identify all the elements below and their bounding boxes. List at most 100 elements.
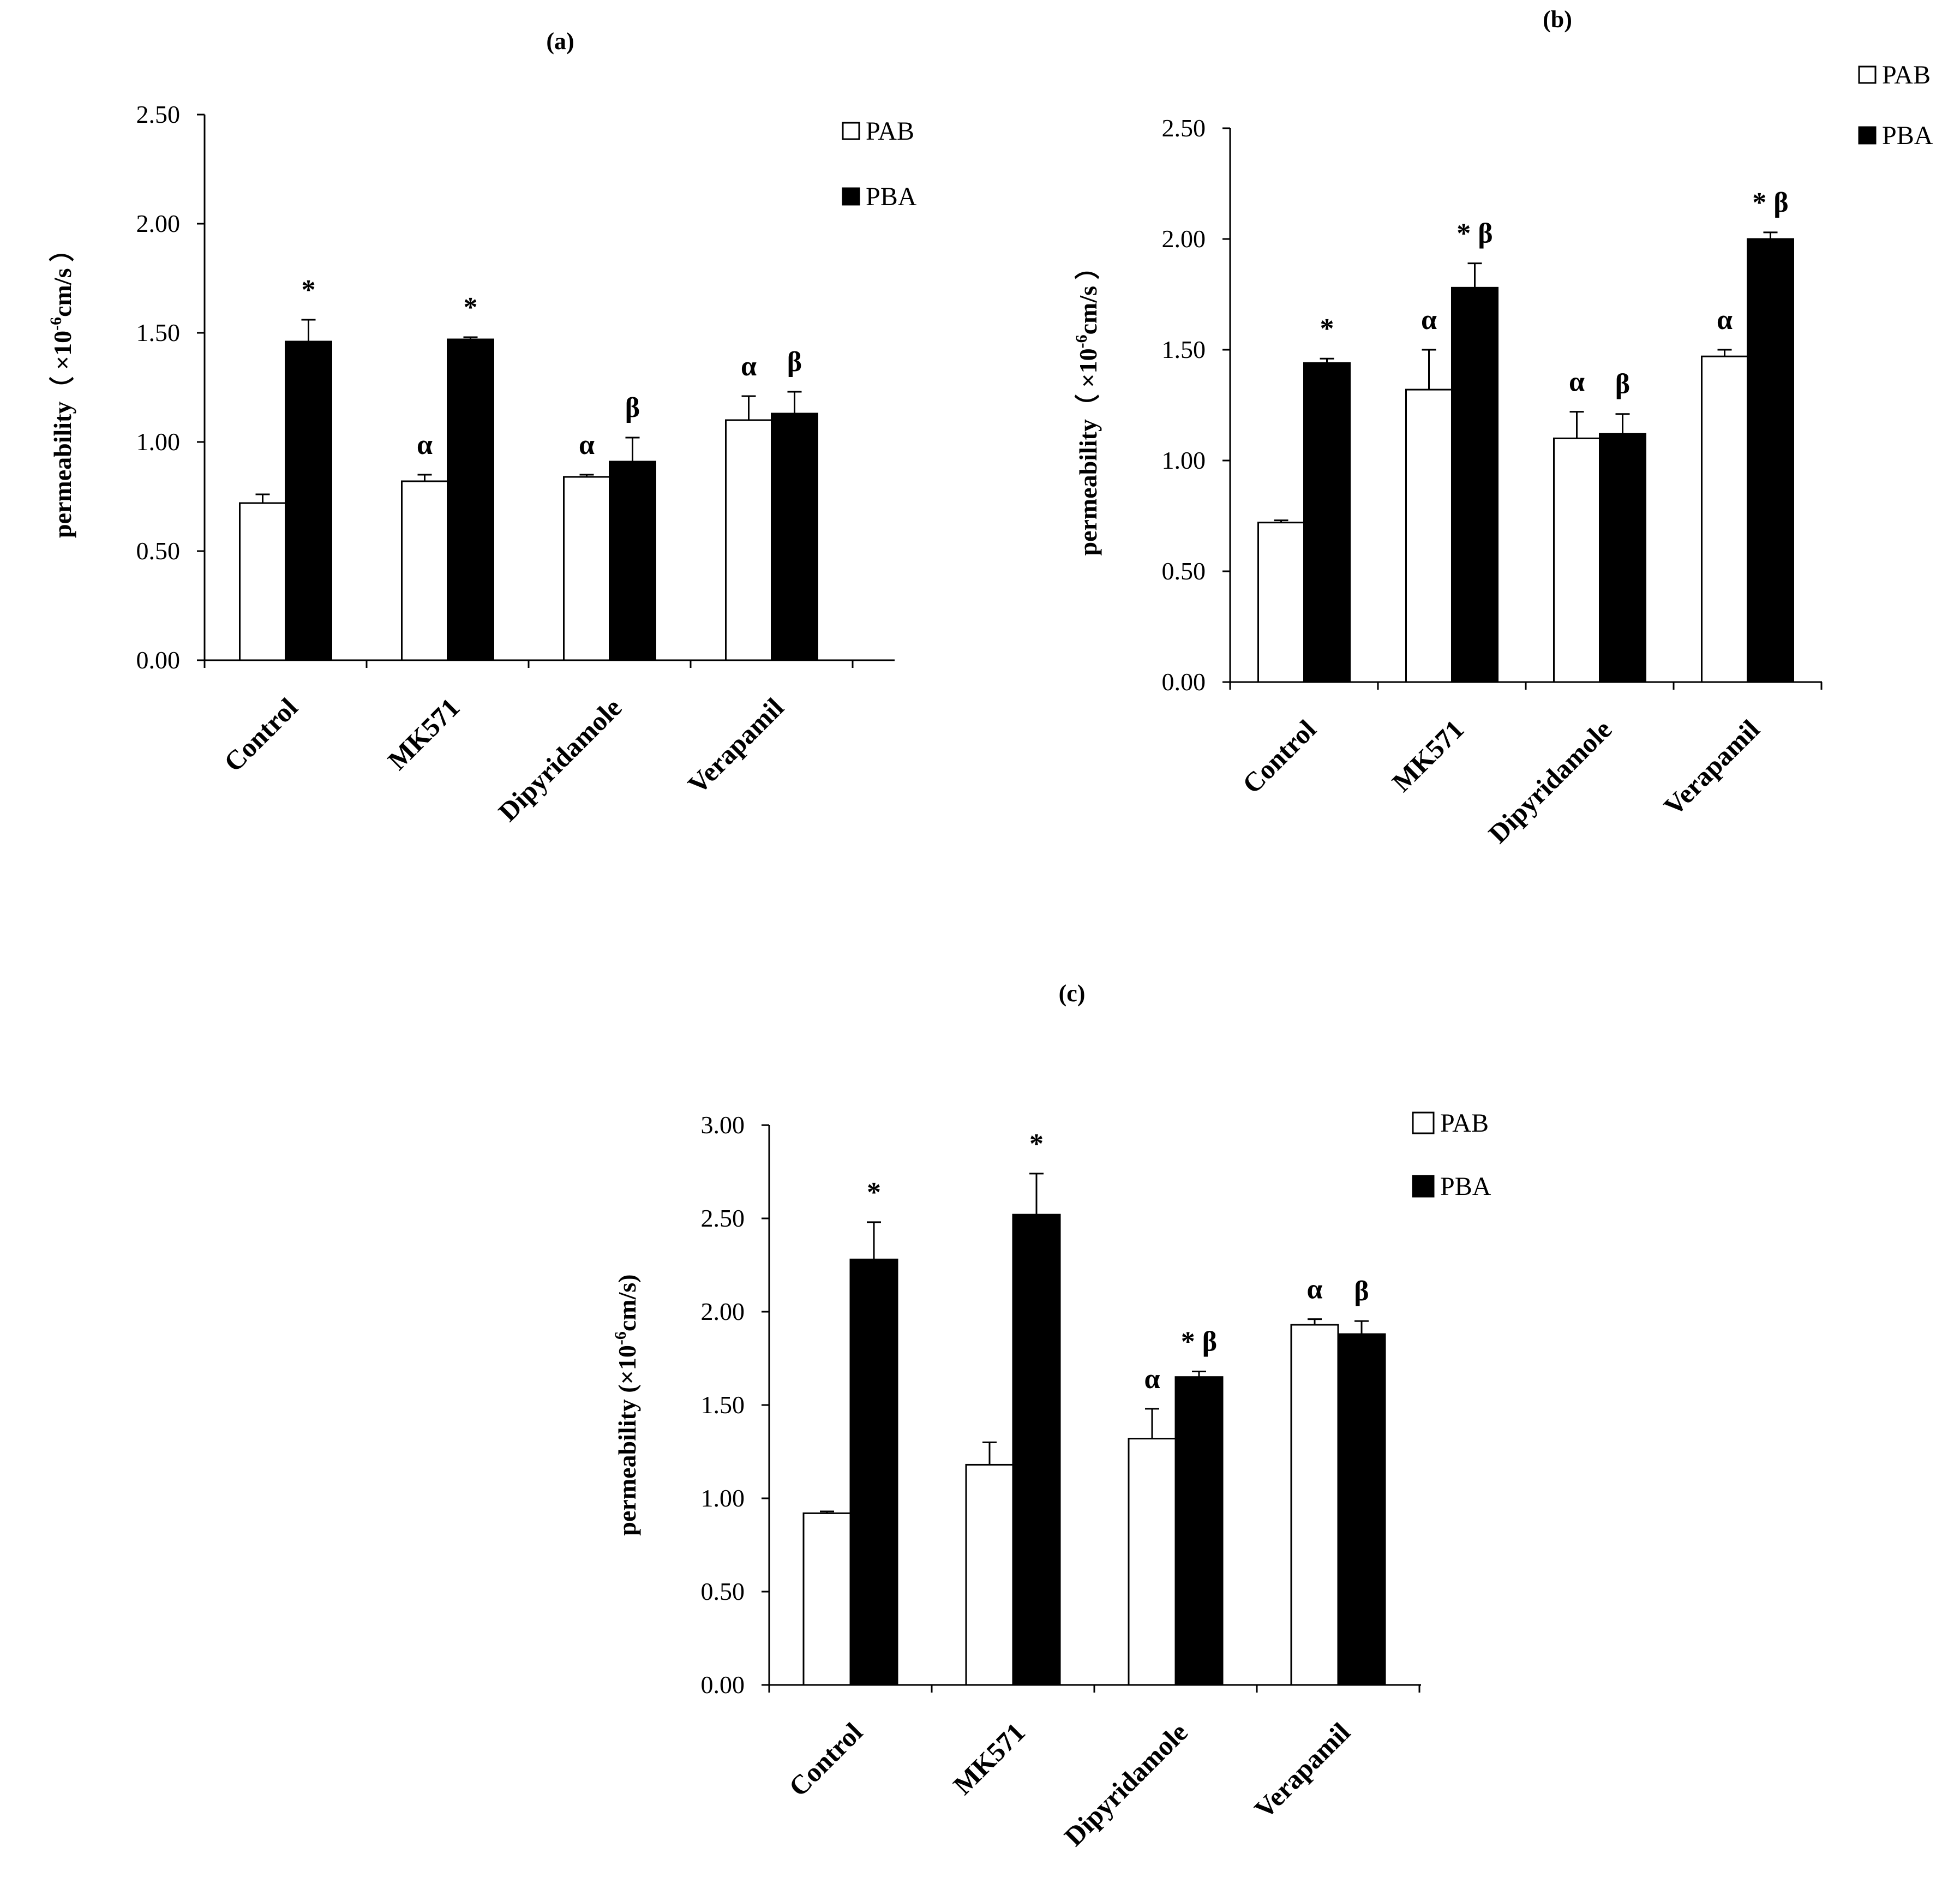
- panel-b-y-tick-label: 0.50: [1162, 557, 1206, 585]
- panel-b-bar-pab-mk571: [1405, 388, 1453, 683]
- panel-b-significance-mark: α: [1717, 304, 1733, 336]
- panel-b-y-tick-label: 2.50: [1162, 114, 1206, 142]
- panel-b-significance-mark: α: [1421, 304, 1437, 336]
- panel-b-category-label: MK571: [1386, 714, 1470, 798]
- panel-b-y-tick-label: 2.00: [1162, 225, 1206, 253]
- panel-c-bar-pba-control: [849, 1258, 898, 1686]
- panel-b-significance-mark: * β: [1752, 187, 1788, 218]
- panel-a-y-label-main: permeability（ ×10: [49, 331, 76, 538]
- panel-a: (a) 0.00 0.50 1.00 1.50 2.00 2.50 permeability（…: [47, 28, 917, 827]
- panel-a-y-tick-label: 2.00: [136, 210, 181, 237]
- panel-a-significance-mark: α: [579, 429, 595, 461]
- panel-c-bar-pab-control: [802, 1512, 852, 1686]
- panel-c-bar-pab-dipyridamole: [1128, 1438, 1177, 1686]
- panel-c-category-label: Control: [783, 1717, 868, 1802]
- panel-a-category-label: Verapamil: [682, 692, 789, 799]
- panel-a-significance-mark: *: [302, 274, 316, 306]
- panel-a-significance-mark: *: [464, 292, 478, 323]
- panel-b-bar-pba-mk571: [1451, 286, 1499, 683]
- panel-a-bar-pab-mk571: [401, 480, 448, 661]
- panel-a-significance-mark: β: [787, 346, 802, 378]
- panel-a-category-label: Dipyridamole: [492, 692, 627, 827]
- panel-a-y-label-exp: -6: [47, 317, 65, 331]
- panel-b-category-label: Control: [1236, 714, 1322, 799]
- panel-a-bar-pab-dipyridamole: [563, 476, 610, 661]
- panel-b-significance-mark: α: [1569, 367, 1585, 398]
- panel-a-y-tick-label: 0.00: [136, 646, 181, 674]
- panel-c-legend-swatch-pba: [1412, 1175, 1435, 1198]
- panel-a-y-label: permeability（ ×10-6cm/s ）: [47, 237, 76, 538]
- panel-c-y-label-main: permeability (×10: [613, 1345, 641, 1535]
- panel-c-y-tick-label: 2.00: [701, 1298, 745, 1325]
- panel-c-significance-mark: α: [1144, 1364, 1160, 1395]
- panel-c-bar-pab-mk571: [965, 1463, 1014, 1686]
- panel-b-y-label-main: permeability（ ×10: [1074, 348, 1102, 555]
- panel-b-y-tick-label: 1.00: [1162, 446, 1206, 474]
- panel-a-bar-pab-control: [239, 502, 286, 661]
- panel-a-category-label: MK571: [382, 692, 466, 776]
- panel-b-title: (b): [1543, 6, 1572, 33]
- panel-c-legend-label-pab: PAB: [1440, 1109, 1489, 1138]
- panel-b-bar-pba-dipyridamole: [1599, 433, 1646, 683]
- panel-a-bar-pab-verapamil: [725, 419, 772, 661]
- panel-c-category-label: MK571: [947, 1717, 1031, 1801]
- panel-c-category-label: Dipyridamole: [1058, 1717, 1194, 1852]
- panel-a-legend-swatch-pab: [842, 122, 860, 140]
- panel-c-category-label: Verapamil: [1248, 1717, 1356, 1824]
- panel-b-bar-pba-verapamil: [1747, 238, 1794, 683]
- panel-c-legend-swatch-pab: [1412, 1111, 1435, 1134]
- panel-c-significance-mark: * β: [1181, 1326, 1217, 1357]
- panel-b-y-label-exp: -6: [1072, 334, 1090, 348]
- panel-a-bar-pba-verapamil: [771, 413, 818, 661]
- panel-a-y-label-unit: cm/s ）: [49, 237, 76, 317]
- panel-a-bar-pba-mk571: [447, 338, 494, 661]
- panel-c-title: (c): [1059, 980, 1086, 1007]
- panel-c-significance-mark: β: [1354, 1276, 1369, 1307]
- panel-a-y-tick-label: 0.50: [136, 537, 181, 565]
- panel-b-legend-swatch-pba: [1858, 126, 1877, 145]
- panel-a-bar-pba-control: [285, 340, 332, 661]
- panel-c-y-label-exp: -6: [612, 1331, 630, 1345]
- panel-a-significance-mark: α: [417, 429, 433, 461]
- panel-c-significance-mark: *: [1029, 1128, 1044, 1159]
- panel-b-y-label-unit: cm/s ）: [1074, 254, 1102, 334]
- panel-b: (b) 0.00 0.50 1.00 1.50 2.00 2.50 permeability（…: [1072, 6, 1933, 849]
- panel-c-bar-pba-mk571: [1012, 1213, 1061, 1686]
- panel-c-significance-mark: *: [867, 1177, 881, 1208]
- panel-b-significance-mark: *: [1320, 313, 1334, 344]
- panel-b-category-label: Dipyridamole: [1482, 714, 1617, 849]
- panel-c-y-label-unit: cm/s): [613, 1274, 641, 1331]
- panel-b-y-label: permeability（ ×10-6cm/s ）: [1072, 254, 1102, 555]
- panel-a-y-tick-label: 2.50: [136, 100, 181, 128]
- panel-c-legend-label-pba: PBA: [1440, 1172, 1491, 1201]
- panel-c-bar-pba-verapamil: [1337, 1333, 1386, 1686]
- panel-b-bar-pab-dipyridamole: [1553, 437, 1601, 683]
- panel-a-significance-mark: β: [625, 392, 640, 423]
- panel-a-legend-swatch-pba: [842, 187, 860, 206]
- panel-b-legend-swatch-pab: [1858, 65, 1877, 84]
- panel-b-bar-pba-control: [1303, 362, 1351, 683]
- panel-c-y-tick-label: 2.50: [701, 1204, 745, 1232]
- panel-a-title: (a): [546, 28, 574, 55]
- panel-b-legend-label-pba: PBA: [1882, 121, 1933, 150]
- panel-a-legend-label-pab: PAB: [866, 117, 914, 146]
- panel-b-significance-mark: β: [1615, 369, 1630, 400]
- panel-c-y-tick-label: 1.00: [701, 1484, 745, 1512]
- panel-a-category-label: Control: [218, 692, 303, 778]
- panel-c: (c) 0.00 0.50 1.00 1.50 2.00 2.50 3.00 permeabil…: [612, 980, 1491, 1852]
- panel-b-y-tick-label: 0.00: [1162, 668, 1206, 696]
- panel-c-y-tick-label: 0.50: [701, 1577, 745, 1605]
- panel-a-significance-mark: α: [741, 351, 757, 382]
- panel-b-bar-pab-verapamil: [1701, 355, 1748, 683]
- panel-a-bar-pba-dipyridamole: [609, 461, 656, 661]
- panel-b-significance-mark: * β: [1456, 218, 1493, 249]
- panel-b-legend-label-pab: PAB: [1882, 61, 1931, 89]
- panel-c-y-tick-label: 0.00: [701, 1671, 745, 1699]
- panel-c-y-tick-label: 1.50: [701, 1391, 745, 1419]
- panel-a-y-tick-label: 1.00: [136, 428, 181, 456]
- panel-c-significance-mark: α: [1306, 1274, 1322, 1305]
- panel-a-legend-label-pba: PBA: [866, 182, 917, 211]
- panel-b-bar-pab-control: [1257, 522, 1305, 683]
- panel-c-bar-pba-dipyridamole: [1174, 1376, 1224, 1686]
